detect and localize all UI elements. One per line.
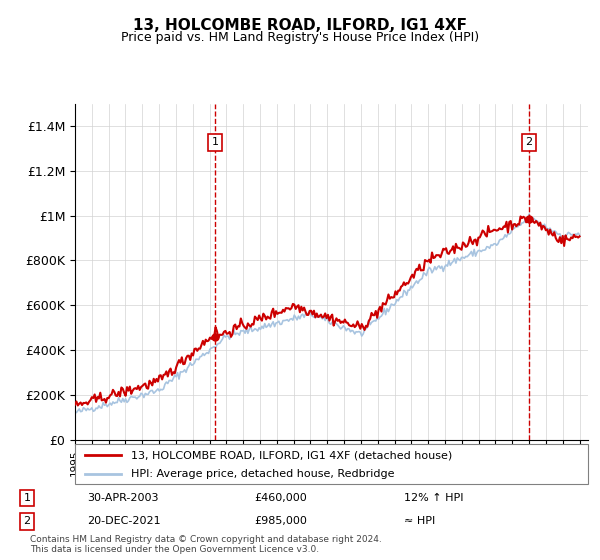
Text: 13, HOLCOMBE ROAD, ILFORD, IG1 4XF (detached house): 13, HOLCOMBE ROAD, ILFORD, IG1 4XF (deta… (131, 450, 452, 460)
Text: ≈ HPI: ≈ HPI (404, 516, 435, 526)
Text: 30-APR-2003: 30-APR-2003 (87, 493, 158, 503)
FancyBboxPatch shape (75, 444, 588, 484)
Text: 13, HOLCOMBE ROAD, ILFORD, IG1 4XF: 13, HOLCOMBE ROAD, ILFORD, IG1 4XF (133, 18, 467, 33)
Text: Price paid vs. HM Land Registry's House Price Index (HPI): Price paid vs. HM Land Registry's House … (121, 31, 479, 44)
Text: 20-DEC-2021: 20-DEC-2021 (87, 516, 161, 526)
Text: 1: 1 (212, 137, 218, 147)
Text: HPI: Average price, detached house, Redbridge: HPI: Average price, detached house, Redb… (131, 469, 395, 479)
Text: 12% ↑ HPI: 12% ↑ HPI (404, 493, 463, 503)
Text: 1: 1 (23, 493, 31, 503)
Text: 2: 2 (23, 516, 31, 526)
Text: £985,000: £985,000 (254, 516, 307, 526)
Text: 2: 2 (525, 137, 532, 147)
Text: Contains HM Land Registry data © Crown copyright and database right 2024.
This d: Contains HM Land Registry data © Crown c… (30, 535, 382, 554)
Text: £460,000: £460,000 (254, 493, 307, 503)
